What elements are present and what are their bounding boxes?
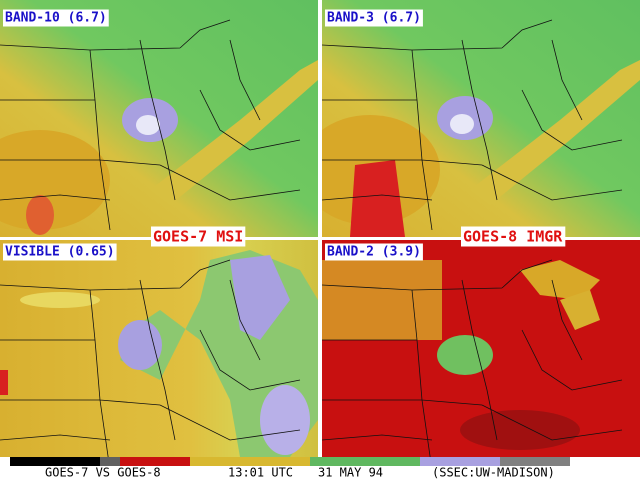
panel-label: BAND-3 (6.7) [327,11,421,26]
divider [318,0,322,457]
panel-label: BAND-10 (6.7) [5,11,107,26]
panel-label: VISIBLE (0.65) [5,245,115,260]
panel-label-box [325,9,423,27]
panel-band2 [322,240,640,457]
panel-band10 [0,0,318,237]
color-bar [10,457,570,466]
divider [0,237,640,240]
panel-label-box [325,243,423,261]
panel-label-box [3,9,109,27]
footer-text: (SSEC:UW-MADISON) [432,466,555,480]
satellite-label-box [151,226,246,247]
footer-text: 31 MAY 94 [318,466,383,480]
panel-visible [0,240,318,457]
panel-label-box [3,243,117,261]
satellite-label-box [461,226,566,247]
footer-text: 13:01 UTC [228,466,293,480]
footer-text: GOES-7 VS GOES-8 [45,466,161,480]
satellite-label: GOES-8 IMGR [463,228,563,246]
panel-band3 [322,0,640,237]
satellite-label: GOES-7 MSI [153,228,243,246]
panel-label: BAND-2 (3.9) [327,245,421,260]
